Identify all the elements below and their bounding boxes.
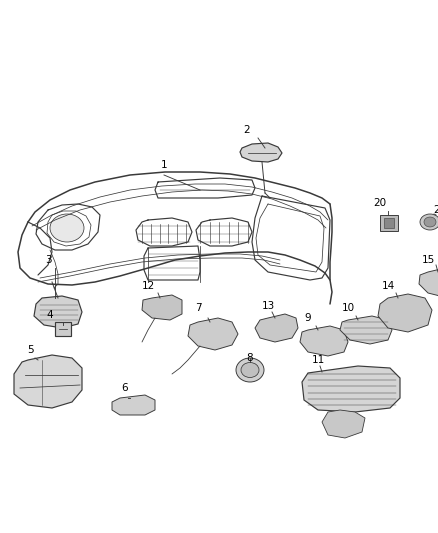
- Polygon shape: [340, 316, 392, 344]
- Polygon shape: [378, 294, 432, 332]
- Text: 11: 11: [311, 355, 325, 365]
- Text: 8: 8: [247, 353, 253, 363]
- Text: 6: 6: [122, 383, 128, 393]
- Polygon shape: [302, 366, 400, 412]
- FancyBboxPatch shape: [55, 322, 71, 336]
- Polygon shape: [142, 295, 182, 320]
- Text: 2: 2: [244, 125, 250, 135]
- Polygon shape: [14, 355, 82, 408]
- Ellipse shape: [420, 214, 438, 230]
- Text: 20: 20: [374, 198, 387, 208]
- Ellipse shape: [424, 217, 436, 227]
- Ellipse shape: [236, 358, 264, 382]
- Polygon shape: [34, 296, 82, 328]
- Text: 21: 21: [433, 205, 438, 215]
- Text: 4: 4: [47, 310, 53, 320]
- Text: 5: 5: [28, 345, 34, 355]
- Text: 1: 1: [161, 160, 167, 170]
- Polygon shape: [419, 268, 438, 297]
- Text: 7: 7: [194, 303, 201, 313]
- FancyBboxPatch shape: [380, 215, 398, 231]
- Text: 10: 10: [342, 303, 355, 313]
- Polygon shape: [322, 410, 365, 438]
- Text: 15: 15: [421, 255, 434, 265]
- Text: 9: 9: [305, 313, 311, 323]
- Text: 13: 13: [261, 301, 275, 311]
- Text: 3: 3: [45, 255, 51, 265]
- Text: 14: 14: [381, 281, 395, 291]
- Polygon shape: [240, 143, 282, 162]
- Text: 12: 12: [141, 281, 155, 291]
- Ellipse shape: [241, 362, 259, 377]
- Polygon shape: [255, 314, 298, 342]
- Polygon shape: [300, 326, 348, 356]
- FancyBboxPatch shape: [384, 218, 394, 228]
- Polygon shape: [112, 395, 155, 415]
- Polygon shape: [188, 318, 238, 350]
- Ellipse shape: [50, 214, 84, 242]
